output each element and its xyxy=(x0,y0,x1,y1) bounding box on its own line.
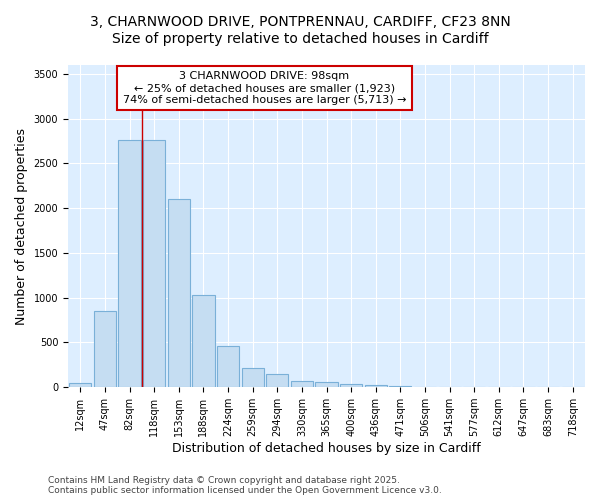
Bar xyxy=(242,368,264,387)
Bar xyxy=(291,381,313,387)
Bar xyxy=(365,386,387,387)
Bar xyxy=(217,346,239,387)
Text: 3 CHARNWOOD DRIVE: 98sqm
← 25% of detached houses are smaller (1,923)
74% of sem: 3 CHARNWOOD DRIVE: 98sqm ← 25% of detach… xyxy=(123,72,406,104)
Bar xyxy=(143,140,165,387)
X-axis label: Distribution of detached houses by size in Cardiff: Distribution of detached houses by size … xyxy=(172,442,481,455)
Bar xyxy=(340,384,362,387)
Bar xyxy=(193,295,215,387)
Bar xyxy=(168,200,190,387)
Bar xyxy=(316,382,338,387)
Bar xyxy=(69,382,91,387)
Y-axis label: Number of detached properties: Number of detached properties xyxy=(15,128,28,324)
Bar xyxy=(94,311,116,387)
Bar xyxy=(389,386,412,387)
Text: 3, CHARNWOOD DRIVE, PONTPRENNAU, CARDIFF, CF23 8NN: 3, CHARNWOOD DRIVE, PONTPRENNAU, CARDIFF… xyxy=(89,15,511,29)
Text: Contains HM Land Registry data © Crown copyright and database right 2025.
Contai: Contains HM Land Registry data © Crown c… xyxy=(48,476,442,495)
Bar xyxy=(266,374,289,387)
Text: Size of property relative to detached houses in Cardiff: Size of property relative to detached ho… xyxy=(112,32,488,46)
Bar xyxy=(118,140,140,387)
